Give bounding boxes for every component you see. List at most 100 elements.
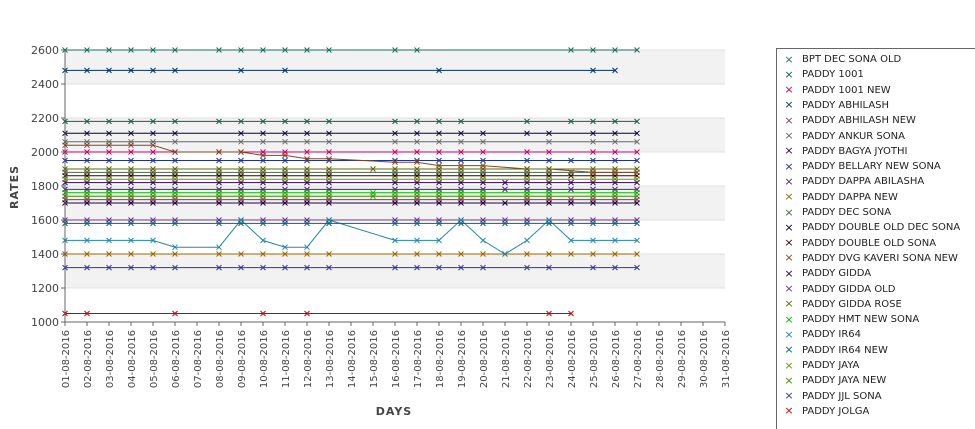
data-point bbox=[84, 193, 90, 200]
legend-item: × PADDY BELLARY NEW SONA bbox=[777, 159, 940, 174]
data-point bbox=[458, 130, 464, 137]
data-point bbox=[590, 138, 596, 145]
y-axis-title: RATES bbox=[8, 165, 21, 209]
y-tick-label: 2200 bbox=[31, 112, 59, 125]
data-point bbox=[216, 47, 222, 53]
data-point bbox=[612, 138, 618, 145]
data-point bbox=[326, 155, 332, 162]
data-point bbox=[238, 67, 244, 74]
data-point bbox=[436, 149, 442, 155]
x-tick-label: 12-08-2016 bbox=[303, 330, 314, 388]
data-point bbox=[128, 251, 134, 257]
legend-item: × PADDY DAPPA NEW bbox=[777, 190, 897, 205]
data-point bbox=[106, 118, 112, 125]
data-point bbox=[326, 200, 332, 206]
data-point bbox=[172, 193, 178, 200]
data-point bbox=[458, 176, 464, 183]
legend-item: × PADDY ANKUR SONA bbox=[777, 129, 905, 144]
data-point bbox=[612, 237, 618, 244]
data-point bbox=[392, 166, 398, 172]
data-point bbox=[546, 193, 552, 200]
legend-label: PADDY JAYA bbox=[802, 360, 860, 371]
data-point bbox=[392, 264, 398, 271]
data-point bbox=[546, 130, 552, 137]
x-tick-label: 10-08-2016 bbox=[259, 330, 270, 388]
series-20 bbox=[62, 176, 640, 183]
data-point bbox=[458, 149, 464, 155]
data-point bbox=[392, 220, 398, 227]
data-point bbox=[546, 166, 552, 172]
legend-item: × PADDY JAYA bbox=[777, 358, 859, 373]
data-point bbox=[106, 67, 112, 74]
data-point bbox=[238, 251, 244, 257]
series-5 bbox=[62, 138, 640, 145]
data-point bbox=[260, 166, 266, 172]
data-point bbox=[172, 176, 178, 183]
legend-marker-icon: × bbox=[784, 343, 794, 357]
legend-label: PADDY GIDDA bbox=[802, 268, 872, 280]
data-point bbox=[216, 244, 222, 251]
data-point bbox=[238, 130, 244, 137]
data-point bbox=[260, 193, 266, 200]
data-point bbox=[216, 176, 222, 183]
data-point bbox=[436, 138, 442, 145]
data-point bbox=[238, 220, 244, 227]
legend-label: PADDY HMT NEW SONA bbox=[802, 314, 920, 326]
legend-marker-icon: × bbox=[784, 327, 794, 341]
data-point bbox=[216, 149, 222, 155]
data-point bbox=[238, 176, 244, 183]
data-point bbox=[612, 251, 618, 257]
x-axis-title: DAYS bbox=[376, 405, 412, 418]
series-19 bbox=[62, 220, 640, 227]
legend-marker-icon: × bbox=[784, 389, 794, 403]
data-point bbox=[150, 200, 156, 206]
data-point bbox=[326, 47, 332, 53]
data-point bbox=[458, 200, 464, 206]
legend-item: × PADDY DOUBLE OLD SONA bbox=[777, 236, 936, 251]
data-point bbox=[150, 149, 156, 155]
legend-item: × PADDY DOUBLE OLD DEC SONA bbox=[777, 220, 960, 235]
data-point bbox=[304, 47, 310, 53]
data-point bbox=[568, 179, 574, 186]
data-point bbox=[590, 67, 596, 74]
y-tick-label: 1400 bbox=[31, 248, 59, 261]
data-point bbox=[304, 251, 310, 257]
data-point bbox=[392, 149, 398, 155]
data-point bbox=[502, 179, 508, 186]
data-point bbox=[106, 220, 112, 227]
data-point bbox=[612, 67, 618, 74]
legend-item: × PADDY IR64 bbox=[777, 327, 861, 342]
data-point bbox=[612, 118, 618, 125]
legend-marker-icon: × bbox=[784, 98, 794, 112]
data-point bbox=[612, 176, 618, 183]
data-point bbox=[480, 237, 486, 244]
x-tick-label: 22-08-2016 bbox=[523, 330, 534, 388]
data-point bbox=[304, 118, 310, 125]
x-tick-label: 17-08-2016 bbox=[413, 330, 424, 388]
legend-item: × PADDY ABHILASH bbox=[777, 98, 889, 113]
data-point bbox=[260, 138, 266, 145]
data-point bbox=[304, 166, 310, 172]
data-point bbox=[612, 47, 618, 53]
x-tick-label: 15-08-2016 bbox=[369, 330, 380, 388]
data-point bbox=[326, 251, 332, 257]
chart-legend: × BPT DEC SONA OLD × PADDY 1001 × PADDY 1001 … bbox=[776, 48, 975, 429]
data-point bbox=[612, 264, 618, 271]
legend-label: PADDY DEC SONA bbox=[802, 207, 892, 218]
data-point bbox=[304, 310, 310, 317]
data-point bbox=[326, 149, 332, 155]
data-point bbox=[392, 176, 398, 183]
data-point bbox=[590, 200, 596, 206]
data-point bbox=[238, 118, 244, 125]
data-point bbox=[238, 200, 244, 206]
legend-label: PADDY JJL SONA bbox=[802, 390, 882, 402]
data-point bbox=[260, 157, 266, 164]
data-point bbox=[458, 264, 464, 271]
data-point bbox=[480, 149, 486, 155]
data-point bbox=[84, 264, 90, 271]
plot-band bbox=[65, 254, 725, 288]
data-point bbox=[634, 176, 640, 183]
legend-marker-icon: × bbox=[784, 220, 794, 234]
legend-label: PADDY DOUBLE OLD DEC SONA bbox=[802, 222, 961, 234]
data-point bbox=[524, 149, 530, 155]
